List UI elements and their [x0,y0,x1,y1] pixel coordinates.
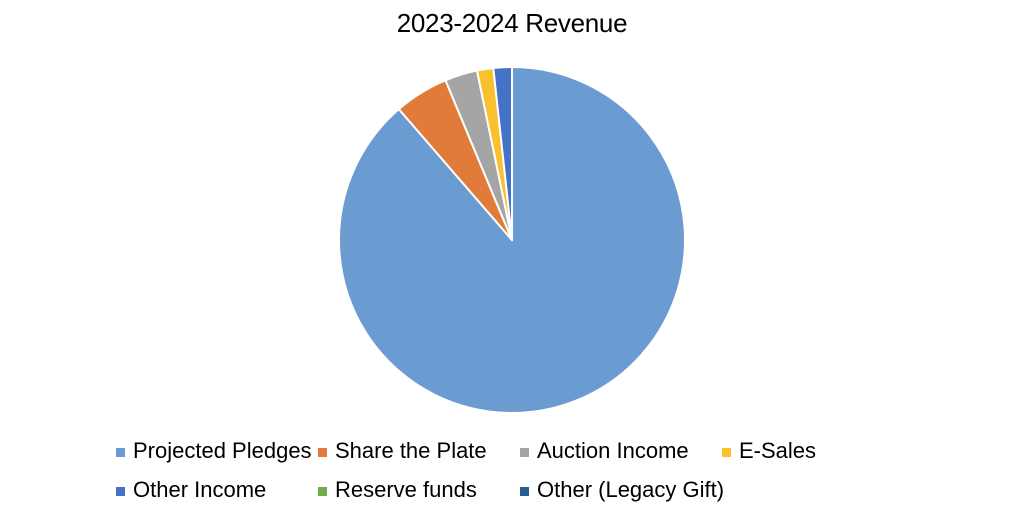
legend-item-reserve-funds: Reserve funds [318,477,477,503]
legend-item-auction-income: Auction Income [520,438,689,464]
legend-label: E-Sales [739,438,817,463]
pie-slice-other-income [492,66,513,241]
legend-swatch [116,447,125,457]
chart-title: 2023-2024 Revenue [396,8,628,38]
legend-label: Other (Legacy Gift) [537,477,725,502]
legend-item-projected-pledges: Projected Pledges [116,438,312,464]
legend-label: Other Income [133,477,267,502]
legend-swatch [520,447,529,457]
legend-label: Projected Pledges [133,438,312,463]
legend-item-other-income: Other Income [116,477,266,503]
legend-item-share-the-plate: Share the Plate [318,438,487,464]
legend-label: Reserve funds [335,477,477,502]
legend-swatch [520,486,529,496]
legend-swatch [318,486,327,496]
legend-item-other-legacy-gift: Other (Legacy Gift) [520,477,724,503]
legend-swatch [116,486,125,496]
legend-item-e-sales: E-Sales [722,438,816,464]
legend-swatch [722,447,731,457]
legend-swatch [318,447,327,457]
legend-label: Auction Income [537,438,689,463]
legend-label: Share the Plate [335,438,487,463]
